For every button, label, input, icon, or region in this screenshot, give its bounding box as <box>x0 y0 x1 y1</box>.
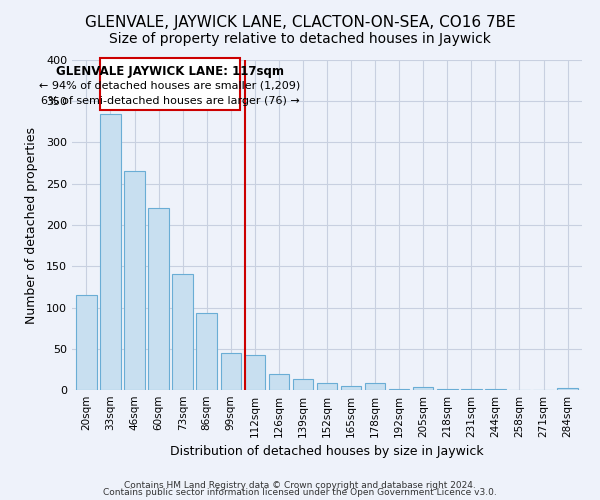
Bar <box>341 386 361 390</box>
Bar <box>365 382 385 390</box>
Text: 6% of semi-detached houses are larger (76) →: 6% of semi-detached houses are larger (7… <box>41 96 299 106</box>
Bar <box>221 353 241 390</box>
Text: GLENVALE, JAYWICK LANE, CLACTON-ON-SEA, CO16 7BE: GLENVALE, JAYWICK LANE, CLACTON-ON-SEA, … <box>85 15 515 30</box>
Bar <box>124 172 145 390</box>
Text: Contains public sector information licensed under the Open Government Licence v3: Contains public sector information licen… <box>103 488 497 497</box>
Text: GLENVALE JAYWICK LANE: 117sqm: GLENVALE JAYWICK LANE: 117sqm <box>56 65 284 78</box>
Y-axis label: Number of detached properties: Number of detached properties <box>25 126 38 324</box>
Bar <box>389 389 409 390</box>
Bar <box>413 386 433 390</box>
Bar <box>293 380 313 390</box>
Bar <box>76 295 97 390</box>
Text: ← 94% of detached houses are smaller (1,209): ← 94% of detached houses are smaller (1,… <box>40 80 301 90</box>
Text: Contains HM Land Registry data © Crown copyright and database right 2024.: Contains HM Land Registry data © Crown c… <box>124 480 476 490</box>
Bar <box>269 374 289 390</box>
Text: Size of property relative to detached houses in Jaywick: Size of property relative to detached ho… <box>109 32 491 46</box>
Bar <box>172 274 193 390</box>
Bar <box>485 389 506 390</box>
Bar <box>100 114 121 390</box>
Bar <box>148 208 169 390</box>
Bar <box>461 389 482 390</box>
Bar <box>557 388 578 390</box>
X-axis label: Distribution of detached houses by size in Jaywick: Distribution of detached houses by size … <box>170 446 484 458</box>
FancyBboxPatch shape <box>100 58 241 110</box>
Bar <box>437 389 458 390</box>
Bar <box>317 382 337 390</box>
Bar <box>245 354 265 390</box>
Bar <box>196 314 217 390</box>
